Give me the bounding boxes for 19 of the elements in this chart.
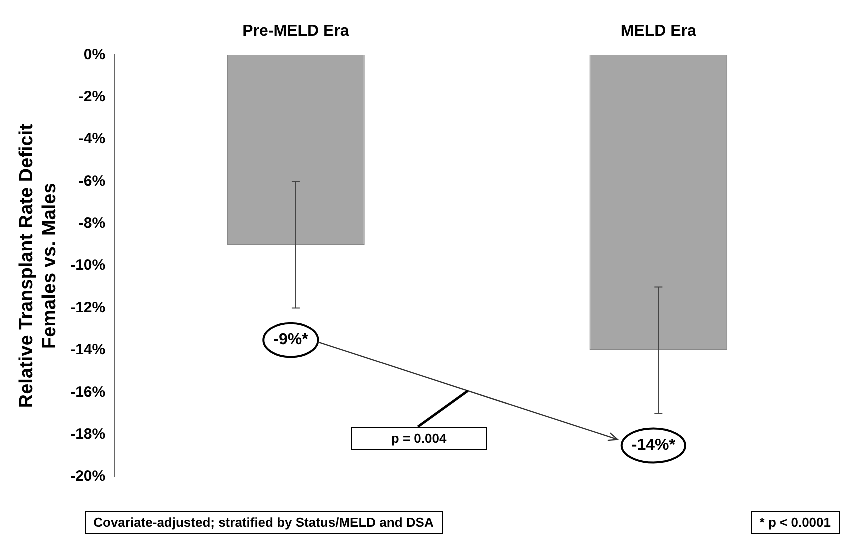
annotation: -14%* <box>632 437 676 454</box>
y-axis-title: Relative Transplant Rate Deficit Females vs. Males <box>16 123 60 408</box>
x-tick-label: MELD Era <box>620 23 697 40</box>
y-tick-label: -4% <box>78 130 106 148</box>
text: Covariate-adjusted; stratified by Status/MELD and DSA <box>84 511 443 534</box>
y-tick-label: -16% <box>70 384 106 401</box>
y-tick-label: -10% <box>70 257 106 274</box>
annotation: -9%* <box>274 332 310 349</box>
y-tick-label: 0% <box>84 46 106 64</box>
text: * p < 0.0001 <box>750 511 840 534</box>
x-tick-label: Pre-MELD Era <box>242 23 350 40</box>
y-tick-label: -8% <box>78 215 106 232</box>
y-tick-label: -14% <box>70 342 106 359</box>
y-tick-label: -12% <box>70 299 106 316</box>
annotation: p = 0.004 <box>351 427 488 450</box>
y-tick-label: -6% <box>78 172 106 190</box>
y-tick-label: -2% <box>78 88 106 106</box>
y-tick-label: -20% <box>70 468 106 486</box>
y-tick-label: -18% <box>70 426 106 443</box>
